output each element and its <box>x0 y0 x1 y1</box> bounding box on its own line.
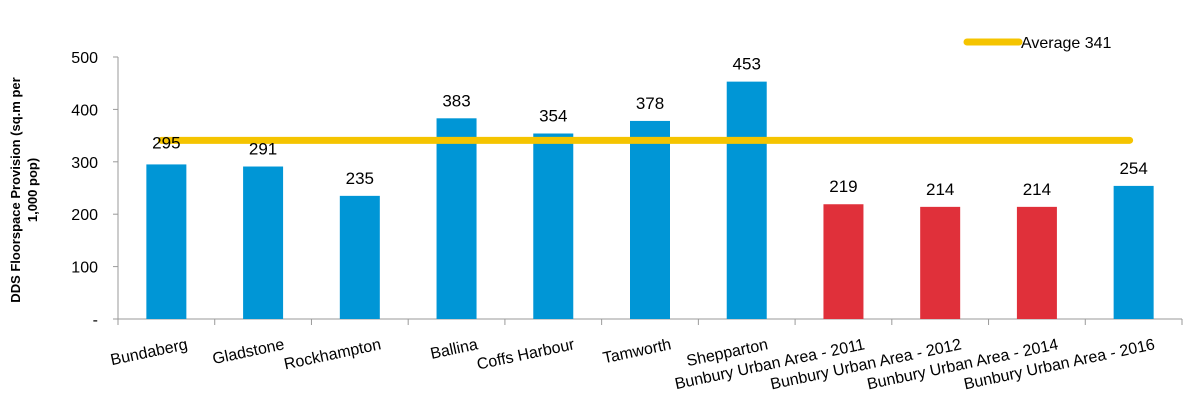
data-label: 354 <box>539 107 567 126</box>
y-axis-label: DDS Floorspace Provision (sq.m per 1,000… <box>8 77 40 302</box>
bar <box>630 120 670 319</box>
y-tick-label: 100 <box>71 260 98 277</box>
y-tick-label: 500 <box>71 50 98 67</box>
bar <box>146 164 187 319</box>
data-label: 295 <box>152 133 180 152</box>
y-tick-label: 200 <box>71 207 98 224</box>
data-label: 214 <box>1023 180 1051 199</box>
bar <box>533 133 574 319</box>
y-tick-label: 400 <box>71 102 98 119</box>
x-tick-label: Tamworth <box>601 336 672 367</box>
bar <box>339 195 380 319</box>
data-label: 219 <box>829 177 857 196</box>
data-label: 383 <box>442 91 470 110</box>
bar <box>436 118 477 319</box>
data-label: 378 <box>636 94 664 113</box>
legend: Average 341 <box>963 35 1112 52</box>
bar <box>1113 185 1154 319</box>
bar <box>920 206 961 319</box>
data-label: 453 <box>733 55 761 74</box>
data-label: 214 <box>926 180 954 199</box>
data-label: 291 <box>249 140 277 159</box>
x-tick-label: Gladstone <box>211 336 286 368</box>
bar <box>1016 206 1057 319</box>
bar <box>726 81 767 320</box>
data-label: 254 <box>1119 159 1147 178</box>
bar <box>823 204 864 319</box>
bar <box>243 166 284 319</box>
x-tick-label: Ballina <box>429 336 480 363</box>
y-tick-label: - <box>93 312 98 329</box>
x-tick-label: Rockhampton <box>283 336 383 373</box>
x-tick-label: Coffs Harbour <box>475 336 576 373</box>
y-axis-label-line2: 1,000 pop) <box>25 158 40 222</box>
legend-average-label: Average 341 <box>1021 35 1112 52</box>
x-tick-label: Bundaberg <box>109 336 189 369</box>
y-tick-label: 300 <box>71 155 98 172</box>
y-axis-label-line1: DDS Floorspace Provision (sq.m per <box>8 77 23 302</box>
data-label: 235 <box>346 169 374 188</box>
